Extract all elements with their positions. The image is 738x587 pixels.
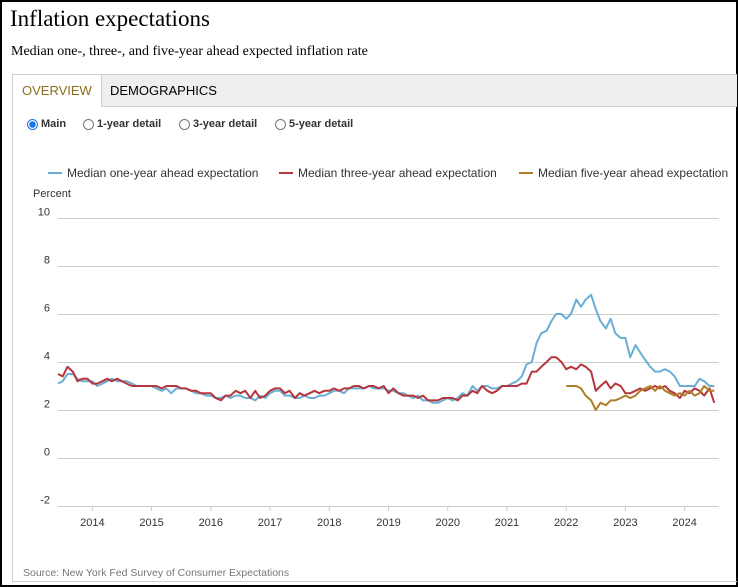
option-3-year-label: 3-year detail [193,118,258,130]
tab-overview[interactable]: OVERVIEW [13,75,102,107]
x-tick-label: 2023 [613,517,637,529]
y-tick-label: 8 [44,255,50,267]
y-tick-label: 6 [44,303,50,315]
x-tick-label: 2020 [435,517,459,529]
tab-demographics[interactable]: DEMOGRAPHICS [110,83,217,98]
x-tick-label: 2019 [376,517,400,529]
legend-label: Median three-year ahead expectation [298,166,497,180]
x-tick-label: 2015 [139,517,163,529]
tab-bar: OVERVIEW DEMOGRAPHICS [13,75,737,107]
y-tick-label: 4 [44,351,50,363]
option-3-year-detail[interactable]: 3-year detail [179,118,257,130]
x-tick-label: 2022 [554,517,578,529]
series-line-2 [57,356,716,404]
chart-panel: OVERVIEW DEMOGRAPHICS Main 1-year detail… [12,74,737,582]
series-line-3 [566,385,715,411]
radio-unselected-icon [275,119,286,130]
legend-label: Median five-year ahead expectation [538,166,728,180]
page-title: Inflation expectations [10,6,210,31]
x-tick-label: 2017 [258,517,282,529]
option-5-year-detail[interactable]: 5-year detail [275,118,353,130]
option-main[interactable]: Main [27,118,66,130]
x-tick-label: 2014 [80,517,104,529]
radio-unselected-icon [83,119,94,130]
option-main-label: Main [41,118,67,130]
y-tick-label: 10 [38,207,50,219]
y-tick-label: 2 [44,399,50,411]
y-tick-label: -2 [40,495,50,507]
source-note: Source: New York Fed Survey of Consumer … [23,567,290,579]
x-tick-label: 2018 [317,517,341,529]
legend-label: Median one-year ahead expectation [67,166,258,180]
option-1-year-detail[interactable]: 1-year detail [83,118,161,130]
y-tick-label: 0 [44,447,50,459]
y-axis-label: Percent [33,188,71,200]
page-subtitle: Median one-, three-, and five-year ahead… [11,44,368,59]
line-chart: 10 8 6 4 2 0 -2 Percent 2014 2015 2016 2017 2018 2019… [33,166,728,529]
radio-unselected-icon [179,119,190,130]
option-5-year-label: 5-year detail [289,118,354,130]
x-tick-label: 2024 [672,517,696,529]
x-tick-label: 2021 [495,517,519,529]
radio-selected-icon [27,119,38,130]
x-tick-label: 2016 [199,517,223,529]
option-1-year-label: 1-year detail [97,118,162,130]
